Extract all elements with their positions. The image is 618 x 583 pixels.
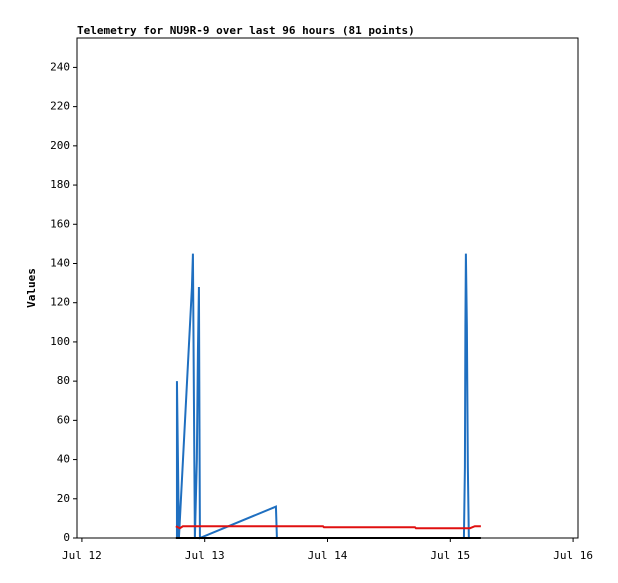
y-tick-label: 180: [50, 178, 70, 191]
y-tick-label: 80: [57, 374, 70, 387]
y-tick-label: 200: [50, 139, 70, 152]
chart-title: Telemetry for NU9R-9 over last 96 hours …: [77, 24, 415, 37]
y-tick-label: 40: [57, 453, 70, 466]
y-tick-label: 220: [50, 100, 70, 113]
x-tick-label: Jul 13: [185, 549, 225, 562]
y-tick-label: 160: [50, 217, 70, 230]
y-axis-label: Values: [25, 268, 38, 308]
y-tick-label: 60: [57, 413, 70, 426]
series-line: [175, 525, 481, 530]
y-tick-label: 0: [63, 531, 70, 544]
series-line: [175, 253, 470, 540]
y-tick-label: 100: [50, 335, 70, 348]
x-tick-label: Jul 12: [62, 549, 102, 562]
x-tick-label: Jul 14: [308, 549, 348, 562]
x-tick-label: Jul 15: [430, 549, 470, 562]
y-tick-label: 240: [50, 60, 70, 73]
y-tick-label: 20: [57, 492, 70, 505]
y-tick-label: 120: [50, 296, 70, 309]
y-tick-label: 140: [50, 256, 70, 269]
x-tick-label: Jul 16: [553, 549, 593, 562]
